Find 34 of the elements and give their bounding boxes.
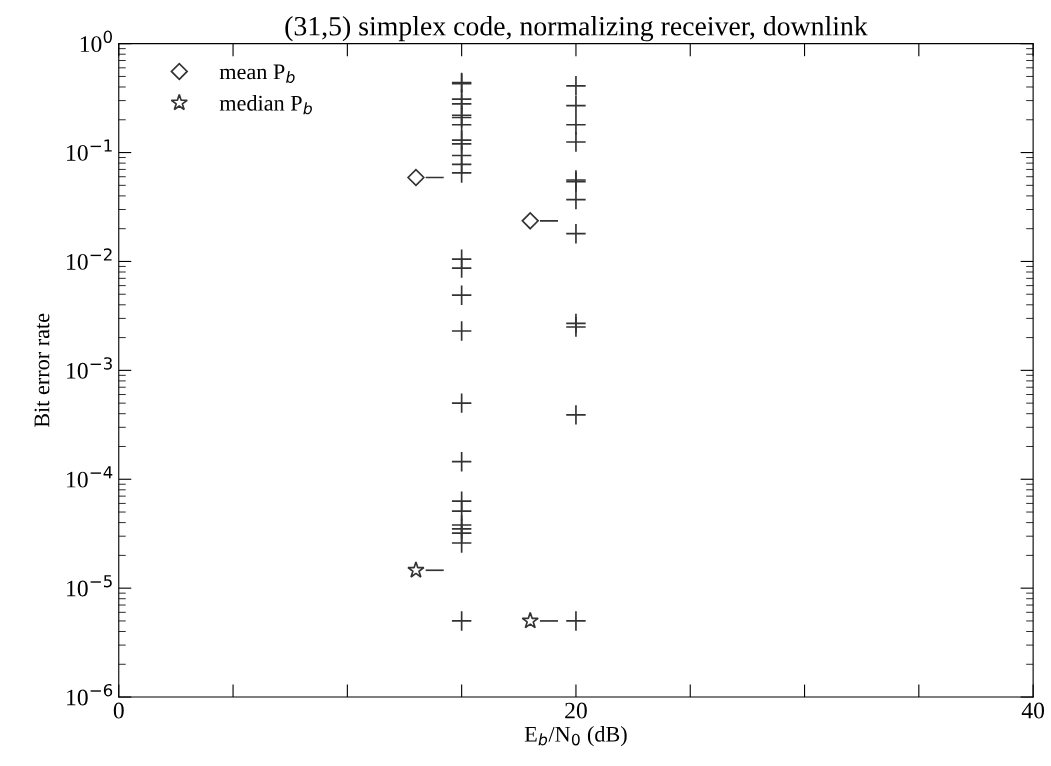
point [451,610,473,632]
point [451,320,473,342]
y-tick-label: 10$^{−2}$ [67,248,112,270]
y-tick-label: 10$^{−3}$ [67,357,112,379]
x-tick-label: 20 [565,702,587,719]
point [407,168,425,187]
y-tick-label: 10$^{−4}$ [67,466,113,488]
point [451,162,473,184]
point [565,189,587,211]
point [407,561,425,578]
point [565,223,587,245]
point [565,404,587,426]
x-tick-label: 40 [1021,702,1045,719]
point [451,284,473,306]
x-tick-label: 0 [113,702,124,719]
point [565,131,587,153]
point [565,75,587,97]
y-tick-label: 10$^{−5}$ [67,575,112,597]
point [521,212,539,230]
point [521,611,539,629]
point [451,532,473,554]
y-tick-label: 10$^{0}$ [80,30,112,53]
y-tick-label: 10$^{−1}$ [67,139,112,161]
legend-label: mean P$_{b}$ [219,64,295,83]
x-axis-title: E$_{b}$/N$_{0}$ (dB) [524,726,627,747]
point [451,257,473,279]
y-axis-title: Bit error rate [34,313,50,428]
point [565,95,587,117]
legend-label: median P$_{b}$ [219,95,312,115]
point [565,610,587,632]
y-tick-label: 10$^{−6}$ [67,683,113,706]
point [451,451,473,473]
chart-title: (31,5) simplex code, normalizing receiver, downlink [285,16,868,42]
point [451,392,473,414]
